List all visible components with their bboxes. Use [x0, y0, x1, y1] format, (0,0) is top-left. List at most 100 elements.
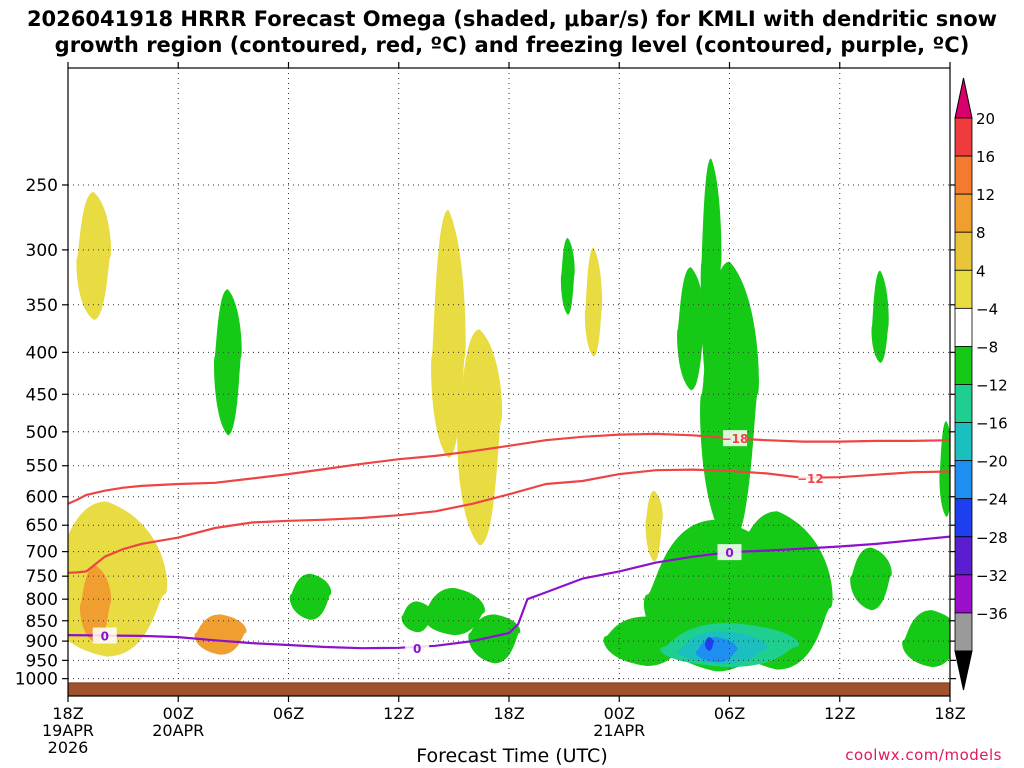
omega-region	[401, 601, 433, 633]
y-tick-label: 500	[26, 423, 58, 443]
dgz-upper-label-bg	[723, 430, 748, 447]
x-tick-label: 20APR	[152, 721, 204, 740]
chart-title-line2: growth region (contoured, red, ºC) and f…	[54, 33, 970, 57]
colorbar-segment	[954, 269, 973, 309]
colorbar-segment	[954, 422, 973, 462]
freezing-label-1-bg	[92, 627, 117, 644]
colorbar-label: −16	[976, 415, 1008, 433]
colorbar-label: −4	[976, 300, 998, 318]
omega-region	[214, 289, 242, 436]
y-tick-label: 950	[26, 651, 58, 671]
chart-title-line1: 2026041918 HRRR Forecast Omega (shaded, …	[26, 7, 998, 31]
y-tick-label: 1000	[15, 670, 58, 690]
credit-text: coolwx.com/models	[845, 746, 1002, 764]
x-tick-label: 00Z	[163, 704, 194, 723]
x-tick-label: 18Z	[493, 704, 524, 723]
omega-region	[422, 587, 486, 636]
colorbar-segment	[954, 612, 973, 652]
dgz-upper-label: −18	[722, 432, 749, 446]
dgz-lower-contour	[68, 468, 950, 574]
omega-region	[704, 637, 714, 651]
colorbar-segment	[954, 193, 973, 233]
colorbar-segment	[954, 384, 973, 423]
x-tick-label: 00Z	[604, 704, 635, 723]
x-tick-label: 12Z	[383, 704, 414, 723]
omega-region	[194, 614, 247, 655]
colorbar-label: −8	[976, 338, 998, 356]
x-tick-label: 2026	[48, 738, 89, 757]
colorbar-segment	[954, 536, 973, 576]
dgz-lower-label: −12	[797, 472, 824, 486]
omega-shaded-regions	[68, 158, 950, 672]
omega-region	[289, 573, 332, 620]
y-tick-label: 450	[26, 385, 58, 405]
colorbar-segment	[954, 460, 973, 500]
omega-region	[79, 565, 112, 644]
colorbar-label: 12	[976, 186, 995, 204]
y-tick-label: 850	[26, 612, 58, 632]
omega-region	[939, 420, 950, 517]
x-tick-label: 12Z	[824, 704, 855, 723]
grid-lines	[67, 68, 951, 696]
omega-region	[902, 610, 950, 668]
x-tick-label: 06Z	[714, 704, 745, 723]
colorbar-segment	[954, 346, 973, 385]
x-tick-label: 19APR	[42, 721, 94, 740]
y-tick-label: 400	[26, 343, 58, 363]
x-tick-label: 18Z	[52, 704, 83, 723]
freezing-label-1: 0	[101, 630, 109, 644]
chart-title: 2026041918 HRRR Forecast Omega (shaded, …	[0, 6, 1024, 58]
omega-region	[76, 192, 112, 320]
contour-labels: −18 −12 0 0 0	[92, 430, 824, 656]
colorbar-segment	[954, 155, 973, 195]
omega-region	[584, 247, 603, 357]
dgz-upper-contour	[68, 432, 950, 505]
x-tick-label: 18Z	[934, 704, 965, 723]
colorbar-segment	[954, 231, 973, 271]
terrain-layer	[68, 682, 950, 696]
colorbar: 20 16 12 8 4 −4 −8 −12 −16 −20 −24 −28 −32 −36	[954, 77, 1008, 691]
colorbar-segment	[954, 498, 973, 538]
contour-lines	[68, 432, 950, 650]
colorbar-label: −28	[976, 529, 1008, 547]
colorbar-label: −20	[976, 453, 1008, 471]
y-tick-label: 650	[26, 516, 58, 536]
x-tick-label: 06Z	[273, 704, 304, 723]
y-tick-label: 900	[26, 632, 58, 652]
omega-region	[850, 547, 892, 611]
colorbar-segment	[954, 574, 973, 614]
y-tick-label: 750	[26, 567, 58, 587]
y-tick-label: 800	[26, 590, 58, 610]
colorbar-top-arrow	[954, 77, 973, 119]
dgz-lower-label-bg	[798, 469, 823, 486]
colorbar-label: −12	[976, 377, 1008, 395]
colorbar-label: 4	[976, 262, 986, 280]
omega-region	[871, 270, 889, 363]
colorbar-segment	[954, 117, 973, 157]
freezing-label-3: 0	[725, 546, 733, 560]
colorbar-label: 20	[976, 110, 995, 128]
colorbar-label: −36	[976, 605, 1008, 623]
terrain-band	[68, 682, 950, 696]
y-tick-label: 700	[26, 543, 58, 563]
omega-region	[431, 209, 466, 458]
y-axis: 2503003504004505005506006507007508008509…	[15, 176, 956, 690]
freezing-level-contour	[68, 535, 950, 650]
omega-region	[645, 490, 663, 562]
omega-region	[700, 158, 722, 410]
omega-region	[560, 237, 575, 315]
colorbar-label: −32	[976, 567, 1008, 585]
colorbar-label: −24	[976, 491, 1008, 509]
colorbar-bottom-arrow	[954, 650, 973, 691]
omega-region	[677, 267, 705, 391]
omega-region	[457, 329, 503, 546]
colorbar-label: 16	[976, 148, 995, 166]
omega-region	[468, 614, 521, 664]
freezing-label-2-bg	[405, 639, 430, 656]
colorbar-segment	[954, 307, 973, 347]
x-axis-label: Forecast Time (UTC)	[416, 745, 608, 767]
x-tick-label: 21APR	[593, 721, 645, 740]
freezing-label-3-bg	[717, 544, 742, 561]
